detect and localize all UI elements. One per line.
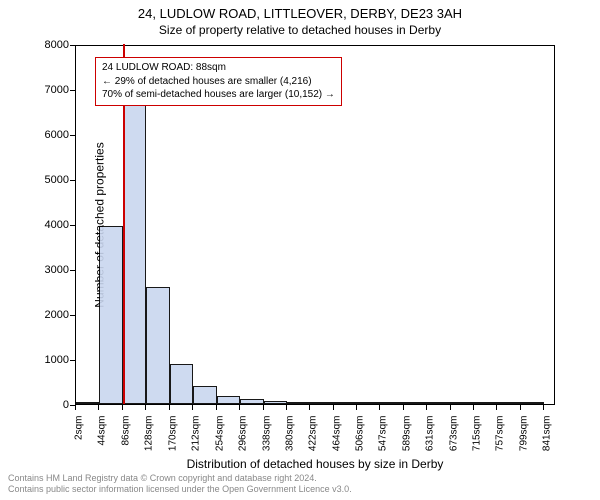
x-tick-mark (263, 405, 264, 410)
histogram-bar (310, 402, 333, 404)
x-tick-label: 757sqm (495, 416, 506, 452)
histogram-bar (451, 402, 474, 404)
x-tick-mark (98, 405, 99, 410)
y-tick-mark (70, 45, 75, 46)
x-tick-mark (426, 405, 427, 410)
annotation-line2: ← 29% of detached houses are smaller (4,… (102, 75, 335, 89)
y-tick-mark (70, 270, 75, 271)
histogram-bar (474, 402, 497, 404)
y-tick-mark (70, 360, 75, 361)
x-tick-label: 128sqm (144, 416, 155, 452)
x-tick-label: 799sqm (518, 416, 529, 452)
y-tick-mark (70, 180, 75, 181)
y-tick-label: 3000 (9, 264, 69, 276)
x-tick-mark (286, 405, 287, 410)
x-tick-mark (309, 405, 310, 410)
footer-line1: Contains HM Land Registry data © Crown c… (8, 473, 592, 485)
y-tick-mark (70, 135, 75, 136)
histogram-bar (264, 401, 287, 404)
x-tick-label: 464sqm (331, 416, 342, 452)
histogram-bar (380, 402, 403, 404)
x-tick-label: 841sqm (542, 416, 553, 452)
x-tick-mark (403, 405, 404, 410)
x-tick-label: 338sqm (261, 416, 272, 452)
x-tick-label: 86sqm (120, 416, 131, 446)
x-tick-label: 296sqm (238, 416, 249, 452)
x-tick-label: 631sqm (425, 416, 436, 452)
y-tick-label: 5000 (9, 174, 69, 186)
footer: Contains HM Land Registry data © Crown c… (8, 473, 592, 496)
x-tick-mark (473, 405, 474, 410)
x-tick-label: 212sqm (191, 416, 202, 452)
histogram-bar (287, 402, 310, 404)
y-tick-mark (70, 225, 75, 226)
x-tick-mark (122, 405, 123, 410)
x-tick-mark (356, 405, 357, 410)
x-tick-mark (520, 405, 521, 410)
x-tick-label: 422sqm (308, 416, 319, 452)
x-tick-mark (379, 405, 380, 410)
histogram-bar (357, 402, 380, 404)
x-tick-mark (450, 405, 451, 410)
histogram-bar (427, 402, 450, 404)
annotation-line3: 70% of semi-detached houses are larger (… (102, 88, 335, 102)
x-tick-label: 254sqm (214, 416, 225, 452)
x-tick-mark (216, 405, 217, 410)
y-tick-label: 1000 (9, 354, 69, 366)
x-tick-label: 170sqm (167, 416, 178, 452)
chart-container: Number of detached properties 24 LUDLOW … (75, 45, 555, 405)
x-tick-label: 380sqm (284, 416, 295, 452)
x-tick-mark (192, 405, 193, 410)
y-tick-label: 8000 (9, 39, 69, 51)
x-tick-mark (543, 405, 544, 410)
x-tick-label: 506sqm (355, 416, 366, 452)
histogram-bar (170, 364, 193, 405)
y-tick-label: 7000 (9, 84, 69, 96)
y-tick-label: 0 (9, 399, 69, 411)
annotation-line1: 24 LUDLOW ROAD: 88sqm (102, 61, 335, 75)
x-tick-label: 673sqm (448, 416, 459, 452)
histogram-bar (193, 386, 216, 404)
y-tick-mark (70, 90, 75, 91)
title-main: 24, LUDLOW ROAD, LITTLEOVER, DERBY, DE23… (0, 0, 600, 21)
x-tick-label: 44sqm (97, 416, 108, 446)
histogram-bar (521, 402, 544, 404)
x-tick-label: 715sqm (471, 416, 482, 452)
y-tick-label: 2000 (9, 309, 69, 321)
x-tick-mark (169, 405, 170, 410)
histogram-bar (99, 226, 122, 404)
histogram-bar (404, 402, 427, 404)
x-axis-label: Distribution of detached houses by size … (75, 457, 555, 471)
histogram-bar (217, 396, 240, 404)
annotation-box: 24 LUDLOW ROAD: 88sqm ← 29% of detached … (95, 57, 342, 106)
y-tick-label: 6000 (9, 129, 69, 141)
histogram-bar (240, 399, 263, 404)
x-tick-label: 547sqm (378, 416, 389, 452)
histogram-bar (76, 402, 99, 404)
x-tick-mark (239, 405, 240, 410)
histogram-bar (146, 287, 169, 404)
histogram-bar (497, 402, 520, 404)
footer-line2: Contains public sector information licen… (8, 484, 592, 496)
x-tick-label: 2sqm (74, 416, 85, 440)
histogram-bar (123, 103, 146, 405)
title-sub: Size of property relative to detached ho… (0, 21, 600, 37)
x-tick-mark (75, 405, 76, 410)
y-tick-label: 4000 (9, 219, 69, 231)
histogram-bar (334, 402, 357, 404)
y-tick-mark (70, 315, 75, 316)
x-tick-mark (333, 405, 334, 410)
x-tick-mark (145, 405, 146, 410)
x-tick-label: 589sqm (401, 416, 412, 452)
x-tick-mark (496, 405, 497, 410)
